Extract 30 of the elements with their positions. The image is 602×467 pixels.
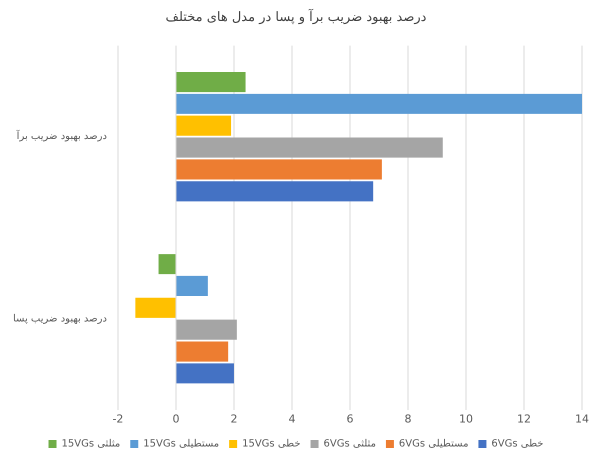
legend-label: 6VGs مثلثی [324,438,376,450]
legend-label: 15VGs خطی [242,438,301,450]
bar [176,138,443,158]
x-tick-label: 10 [458,412,473,426]
bar [176,72,246,92]
legend-label: 15VGs مثلثی [62,438,120,450]
bar [158,254,176,274]
legend-label: 6VGs خطی [491,438,544,450]
bar [176,181,374,202]
bar [176,94,582,114]
bar [176,320,237,340]
y-tick-label: درصد بهبود ضریب برآ [16,129,107,142]
legend-label: 15VGs مستطیلی [143,438,220,450]
bar [176,276,208,296]
bar [176,341,228,362]
x-tick-label: 8 [404,412,412,426]
y-tick-label: درصد بهبود ضریب پسا [12,313,107,324]
x-tick-label: 4 [288,412,296,426]
x-tick-label: 14 [575,412,589,426]
x-tick-label: 2 [230,412,238,426]
bar [135,298,176,318]
bar [176,363,234,384]
chart-title: درصد بهبود ضریب برآ و پسا در مدل های مختلف [166,8,427,26]
x-tick-label: 0 [172,412,180,426]
bar [176,159,382,180]
x-tick-label: -2 [112,412,124,426]
x-tick-label: 6 [346,412,354,426]
bar [176,116,232,136]
x-tick-label: 12 [516,412,531,426]
legend-label: 6VGs مستطیلی [398,438,468,450]
